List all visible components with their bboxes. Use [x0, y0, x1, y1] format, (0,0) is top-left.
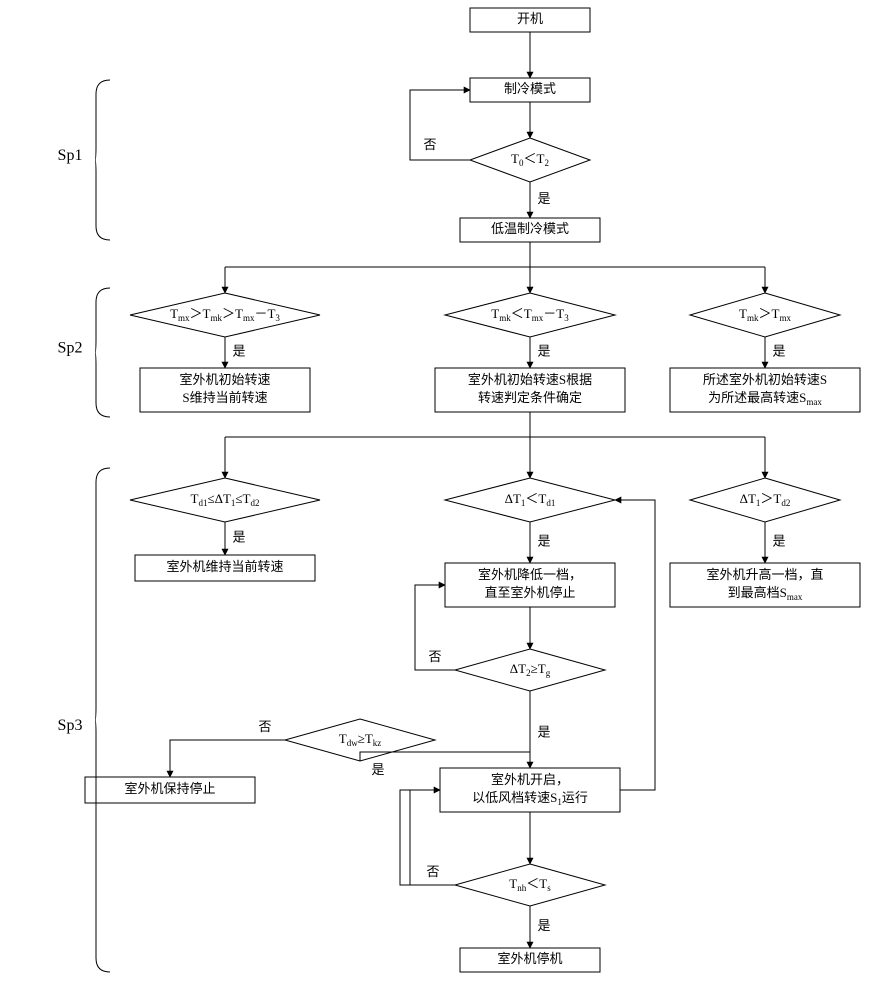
- brace: [95, 80, 110, 240]
- lowcool-label: 低温制冷模式: [491, 221, 569, 236]
- connector: [170, 740, 285, 777]
- b-rgt-l2: 为所述最高转速Smax: [708, 390, 822, 407]
- b-c3-l1: 室外机降低一档，: [478, 567, 582, 582]
- y3c: 是: [772, 533, 785, 548]
- brace: [95, 468, 110, 972]
- connector: [615, 500, 655, 790]
- y2b: 是: [537, 343, 550, 358]
- y3a: 是: [232, 529, 245, 544]
- b-r3-l1: 室外机升高一档，直: [706, 567, 823, 582]
- connector: [410, 90, 470, 160]
- b-open-l2: 以低风档转速S1运行: [472, 790, 588, 807]
- n-tnh: 否: [426, 864, 439, 879]
- y-tdw: 是: [371, 762, 384, 777]
- b-mid-l1: 室外机初始转速: [179, 372, 270, 387]
- y2a: 是: [232, 343, 245, 358]
- sp3-label: Sp3: [58, 717, 83, 734]
- d-tnh-lbl: Tnh＜Ts: [509, 876, 551, 893]
- b-stop-lbl: 室外机保持停止: [124, 781, 215, 796]
- start-label: 开机: [517, 11, 543, 26]
- b-l3-lbl: 室外机维持当前转速: [166, 559, 283, 574]
- no-1: 否: [423, 137, 436, 152]
- d-dt2-lbl: ΔT2≥Tg: [510, 661, 551, 678]
- y2c: 是: [772, 343, 785, 358]
- y-tnh: 是: [537, 918, 550, 933]
- n-tdw: 否: [258, 719, 271, 734]
- b-end-lbl: 室外机停机: [497, 951, 562, 966]
- b-ctr-l2: 转速判定条件确定: [478, 390, 582, 405]
- d-t0t2-label: T0＜T2: [511, 151, 549, 168]
- yes-1: 是: [537, 191, 550, 206]
- n-dt2: 否: [428, 649, 441, 664]
- sp1-label: Sp1: [58, 147, 83, 164]
- sp2-label: Sp2: [58, 340, 83, 357]
- b-mid-l2: S维持当前转速: [182, 390, 267, 405]
- cool-label: 制冷模式: [504, 81, 556, 96]
- b-c3-l2: 直至室外机停止: [484, 585, 575, 600]
- brace: [95, 288, 110, 417]
- b-rgt-l1: 所述室外机初始转速S: [703, 372, 827, 387]
- b-ctr-l1: 室外机初始转速S根据: [468, 372, 592, 387]
- y-dt2: 是: [537, 724, 550, 739]
- y3b: 是: [537, 533, 550, 548]
- b-open-l1: 室外机开启，: [491, 772, 569, 787]
